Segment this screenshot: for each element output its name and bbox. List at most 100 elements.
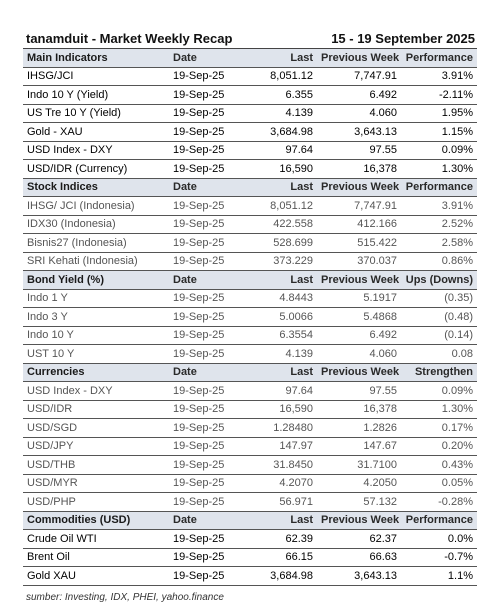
table-row: Indo 3 Y 19-Sep-25 5.0066 5.4868 (0.48) (23, 307, 477, 327)
row-date: 19-Sep-25 (165, 437, 251, 456)
row-previous-week-value: 3,643.13 (317, 566, 401, 586)
row-previous-week-value: 16,378 (317, 400, 401, 419)
row-last-value: 16,590 (251, 159, 317, 179)
table-row: USD/PHP 19-Sep-25 56.971 57.132 -0.28% (23, 492, 477, 512)
table-row: USD/IDR (Currency) 19-Sep-25 16,590 16,378 1… (23, 159, 477, 179)
row-last-value: 6.3554 (251, 326, 317, 345)
row-date: 19-Sep-25 (165, 548, 251, 567)
row-last-value: 422.558 (251, 215, 317, 234)
row-last-value: 16,590 (251, 400, 317, 419)
row-previous-week-value: 1.2826 (317, 418, 401, 438)
table-row: IHSG/JCI 19-Sep-25 8,051.12 7,747.91 3.91% (23, 67, 477, 86)
row-date: 19-Sep-25 (165, 326, 251, 345)
row-last-value: 1.28480 (251, 418, 317, 438)
table-row: USD/JPY 19-Sep-25 147.97 147.67 0.20% (23, 437, 477, 456)
row-performance-value: 3.91% (401, 196, 477, 216)
source-note: sumber: Investing, IDX, PHEI, yahoo.fina… (26, 591, 224, 603)
instrument-name: USD/JPY (23, 437, 165, 456)
column-header-previous-week: Previous Week (317, 511, 401, 530)
row-performance-value: -0.7% (401, 548, 477, 567)
section-header-row: Main Indicators Date Last Previous Week Perf… (23, 49, 477, 68)
instrument-name: US Tre 10 Y (Yield) (23, 104, 165, 123)
section-header-row: Stock Indices Date Last Previous Week Perfor… (23, 178, 477, 197)
column-header-last: Last (251, 178, 317, 197)
row-last-value: 3,684.98 (251, 122, 317, 142)
row-performance-value: (0.35) (401, 289, 477, 308)
row-performance-value: 2.58% (401, 233, 477, 253)
row-performance-value: 1.95% (401, 104, 477, 123)
column-header-date: Date (165, 511, 251, 530)
instrument-name: USD/THB (23, 455, 165, 475)
row-previous-week-value: 4.060 (317, 344, 401, 364)
instrument-name: USD/SGD (23, 418, 165, 438)
row-performance-value: 1.30% (401, 400, 477, 419)
row-last-value: 66.15 (251, 548, 317, 567)
row-performance-value: 0.20% (401, 437, 477, 456)
table-row: Crude Oil WTI 19-Sep-25 62.39 62.37 0.0% (23, 529, 477, 549)
row-previous-week-value: 147.67 (317, 437, 401, 456)
row-last-value: 4.8443 (251, 289, 317, 308)
row-performance-value: 0.09% (401, 381, 477, 401)
market-table: Main Indicators Date Last Previous Week Perf… (23, 49, 477, 586)
instrument-name: Brent Oil (23, 548, 165, 567)
row-performance-value: 0.09% (401, 141, 477, 160)
column-header-previous-week: Previous Week (317, 270, 401, 290)
row-date: 19-Sep-25 (165, 159, 251, 179)
instrument-name: Indo 3 Y (23, 307, 165, 327)
row-previous-week-value: 5.1917 (317, 289, 401, 308)
row-performance-value: 0.0% (401, 529, 477, 549)
column-header-last: Last (251, 511, 317, 530)
instrument-name: USD Index - DXY (23, 141, 165, 160)
instrument-name: Indo 10 Y (Yield) (23, 85, 165, 105)
instrument-name: UST 10 Y (23, 344, 165, 364)
row-date: 19-Sep-25 (165, 122, 251, 142)
table-row: USD Index - DXY 19-Sep-25 97.64 97.55 0.09% (23, 141, 477, 160)
table-row: USD/THB 19-Sep-25 31.8450 31.7100 0.43% (23, 455, 477, 475)
row-performance-value: (0.48) (401, 307, 477, 327)
row-date: 19-Sep-25 (165, 400, 251, 419)
row-date: 19-Sep-25 (165, 141, 251, 160)
section-header-row: Currencies Date Last Previous Week Strengthe… (23, 363, 477, 382)
table-row: Brent Oil 19-Sep-25 66.15 66.63 -0.7% (23, 548, 477, 567)
row-performance-value: 2.52% (401, 215, 477, 234)
row-previous-week-value: 31.7100 (317, 455, 401, 475)
table-row: USD/MYR 19-Sep-25 4.2070 4.2050 0.05% (23, 474, 477, 493)
row-performance-value: 0.05% (401, 474, 477, 493)
row-previous-week-value: 16,378 (317, 159, 401, 179)
row-performance-value: 0.17% (401, 418, 477, 438)
row-date: 19-Sep-25 (165, 233, 251, 253)
row-last-value: 4.139 (251, 104, 317, 123)
table-row: IDX30 (Indonesia) 19-Sep-25 422.558 412.166… (23, 215, 477, 234)
table-row: Indo 1 Y 19-Sep-25 4.8443 5.1917 (0.35) (23, 289, 477, 308)
row-last-value: 56.971 (251, 492, 317, 512)
row-previous-week-value: 4.060 (317, 104, 401, 123)
row-performance-value: 0.86% (401, 252, 477, 271)
report-period: 15 - 19 September 2025 (331, 31, 475, 46)
table-row: SRI Kehati (Indonesia) 19-Sep-25 373.229 37… (23, 252, 477, 271)
row-previous-week-value: 6.492 (317, 85, 401, 105)
row-date: 19-Sep-25 (165, 289, 251, 308)
section-title: Main Indicators (23, 49, 165, 68)
row-last-value: 4.2070 (251, 474, 317, 493)
column-header-date: Date (165, 270, 251, 290)
row-date: 19-Sep-25 (165, 418, 251, 438)
row-last-value: 97.64 (251, 381, 317, 401)
row-last-value: 8,051.12 (251, 67, 317, 86)
row-date: 19-Sep-25 (165, 215, 251, 234)
instrument-name: Crude Oil WTI (23, 529, 165, 549)
column-header-last: Last (251, 363, 317, 382)
row-last-value: 31.8450 (251, 455, 317, 475)
section-header-row: Commodities (USD) Date Last Previous Week Pe… (23, 511, 477, 530)
table-row: Indo 10 Y (Yield) 19-Sep-25 6.355 6.492 -2.1… (23, 85, 477, 105)
row-date: 19-Sep-25 (165, 307, 251, 327)
row-previous-week-value: 57.132 (317, 492, 401, 512)
report-title-bar: tanamduit - Market Weekly Recap 15 - 19 … (23, 26, 477, 49)
row-date: 19-Sep-25 (165, 381, 251, 401)
row-last-value: 373.229 (251, 252, 317, 271)
column-header-date: Date (165, 363, 251, 382)
instrument-name: USD/PHP (23, 492, 165, 512)
row-performance-value: (0.14) (401, 326, 477, 345)
section-title: Stock Indices (23, 178, 165, 197)
table-row: Gold XAU 19-Sep-25 3,684.98 3,643.13 1.1% (23, 566, 477, 586)
section-header-row: Bond Yield (%) Date Last Previous Week Ups (… (23, 270, 477, 290)
